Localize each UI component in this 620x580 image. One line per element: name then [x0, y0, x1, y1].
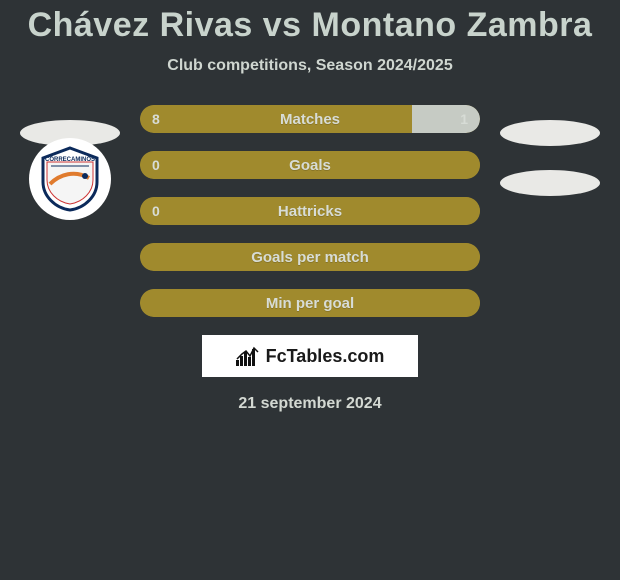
stat-right-value: 1 [460, 105, 468, 133]
right-ellipse-0 [500, 120, 600, 146]
stat-bar: 0 Goals [140, 151, 480, 179]
right-ellipse-1 [500, 170, 600, 196]
stat-label: Goals [140, 151, 480, 179]
stat-bar: 8 Matches 1 [140, 105, 480, 133]
svg-text:CORRECAMINOS: CORRECAMINOS [45, 157, 95, 163]
left-club-badge: CORRECAMINOS [29, 138, 111, 220]
stat-bar: Min per goal [140, 289, 480, 317]
comparison-infographic: Chávez Rivas vs Montano Zambra Club comp… [0, 0, 620, 580]
player-marker-ellipse [500, 170, 600, 196]
stat-bar: Goals per match [140, 243, 480, 271]
stat-row-gpm: Goals per match [0, 243, 620, 271]
stat-label: Min per goal [140, 289, 480, 317]
footer-brand-text: FcTables.com [266, 346, 385, 367]
stat-row-mpg: Min per goal [0, 289, 620, 317]
page-subtitle: Club competitions, Season 2024/2025 [0, 57, 620, 75]
footer-date: 21 september 2024 [0, 395, 620, 413]
footer-brand: FcTables.com [202, 335, 418, 377]
club-badge-icon: CORRECAMINOS [35, 144, 105, 214]
stat-label: Matches [140, 105, 480, 133]
stat-label: Goals per match [140, 243, 480, 271]
stat-label: Hattricks [140, 197, 480, 225]
left-player-column: CORRECAMINOS [10, 120, 130, 220]
page-title: Chávez Rivas vs Montano Zambra [0, 0, 620, 45]
fctables-logo-icon [236, 346, 260, 366]
right-player-column [490, 120, 610, 196]
stat-bar: 0 Hattricks [140, 197, 480, 225]
player-marker-ellipse [500, 120, 600, 146]
